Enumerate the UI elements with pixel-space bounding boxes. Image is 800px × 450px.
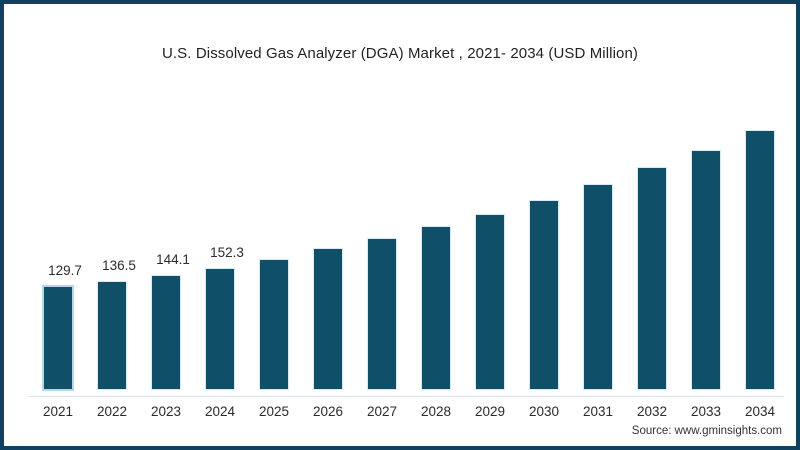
x-axis-label-2028: 2028	[420, 404, 452, 419]
bar-slot	[625, 104, 679, 389]
bar-slot	[517, 104, 571, 389]
x-axis-label-2032: 2032	[636, 404, 668, 419]
bar-value-label: 136.5	[102, 258, 136, 273]
bar-2023[interactable]	[152, 276, 180, 389]
x-axis-label-2022: 2022	[96, 404, 128, 419]
bar-slot	[463, 104, 517, 389]
bar-2034[interactable]	[746, 131, 774, 389]
bar-2029[interactable]	[476, 215, 504, 389]
x-axis-label-2029: 2029	[474, 404, 506, 419]
bar-2024[interactable]	[206, 269, 234, 389]
x-axis-label-2023: 2023	[150, 404, 182, 419]
x-axis-label-2033: 2033	[690, 404, 722, 419]
bar-slot: 136.5	[85, 104, 139, 389]
x-axis-label-2027: 2027	[366, 404, 398, 419]
x-axis-label-2025: 2025	[258, 404, 290, 419]
bar-slot	[733, 104, 787, 389]
bar-slot	[679, 104, 733, 389]
bar-2033[interactable]	[692, 151, 720, 389]
bar-2021[interactable]	[44, 287, 72, 389]
x-axis-label-2026: 2026	[312, 404, 344, 419]
source-attribution: Source: www.gminsights.com	[631, 425, 782, 437]
bar-slot	[409, 104, 463, 389]
bar-2027[interactable]	[368, 239, 396, 389]
x-axis-label-2024: 2024	[204, 404, 236, 419]
bar-value-label: 144.1	[156, 252, 190, 267]
bar-slot	[571, 104, 625, 389]
bar-slot: 152.3	[193, 104, 247, 389]
x-axis-label-2034: 2034	[744, 404, 776, 419]
bar-2025[interactable]	[260, 260, 288, 389]
bar-value-label: 129.7	[48, 263, 82, 278]
bar-slot: 129.7	[31, 104, 85, 389]
bar-2028[interactable]	[422, 227, 450, 389]
bar-slot	[247, 104, 301, 389]
x-axis-label-2031: 2031	[582, 404, 614, 419]
x-axis-label-2030: 2030	[528, 404, 560, 419]
bar-slot: 144.1	[139, 104, 193, 389]
bar-2032[interactable]	[638, 168, 666, 389]
bar-slot	[301, 104, 355, 389]
chart-title: U.S. Dissolved Gas Analyzer (DGA) Market…	[161, 45, 639, 62]
bar-2031[interactable]	[584, 185, 612, 389]
bar-slot	[355, 104, 409, 389]
bar-2026[interactable]	[314, 249, 342, 389]
bar-2030[interactable]	[530, 201, 558, 389]
x-axis-labels: 2021 2022 2023 2024 2025 2026 2027 2028 2029 2030…	[31, 404, 787, 419]
bar-value-label: 152.3	[210, 245, 244, 260]
x-axis-line	[28, 396, 784, 397]
plot-area: 129.7 136.5 144.1 152.3	[31, 104, 787, 389]
bar-2022[interactable]	[98, 282, 126, 389]
x-axis-label-2021: 2021	[42, 404, 74, 419]
